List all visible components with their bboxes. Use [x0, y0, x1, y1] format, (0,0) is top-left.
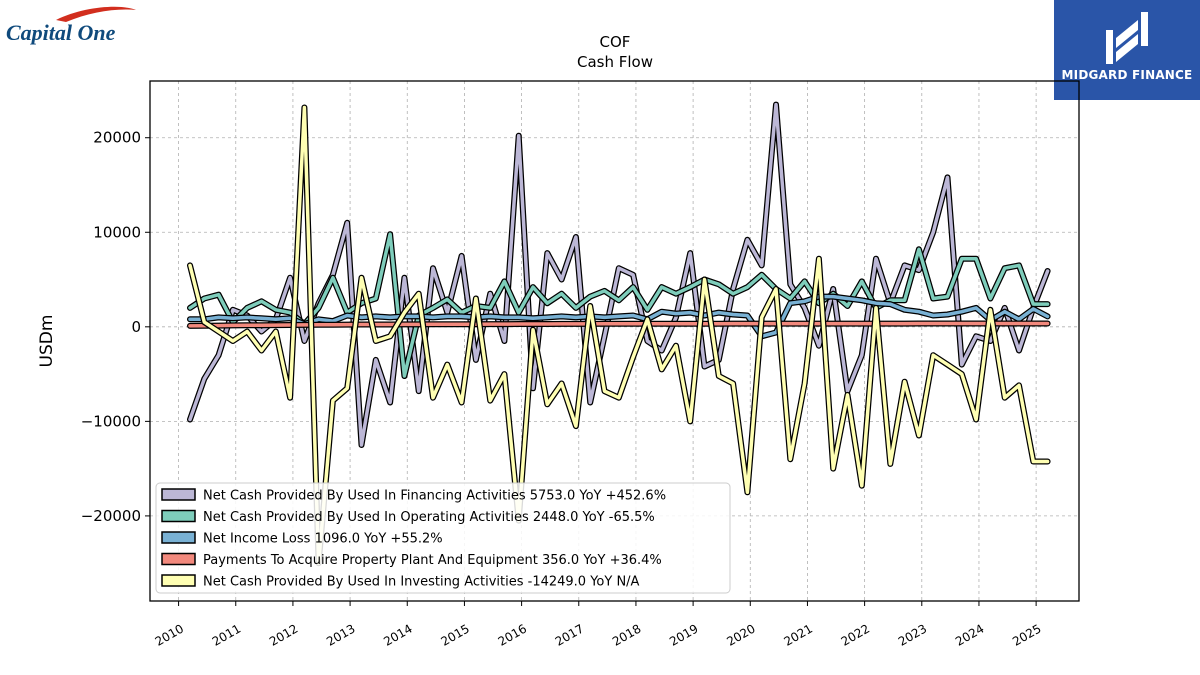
y-tick-label: 0: [131, 318, 141, 336]
x-tick-label: 2016: [496, 621, 529, 648]
x-tick-label: 2021: [781, 621, 814, 648]
legend-label: Net Cash Provided By Used In Investing A…: [203, 575, 640, 590]
series-line: [188, 105, 1050, 565]
x-tick-label: 2011: [210, 621, 243, 648]
legend-label: Net Income Loss 1096.0 YoY +55.2%: [203, 532, 443, 547]
legend-box: [155, 482, 731, 594]
legend-swatch: [161, 531, 196, 544]
y-tick-label: −20000: [81, 507, 141, 525]
capital-one-wordmark: Capital One: [6, 20, 116, 45]
x-tick-label: 2019: [667, 621, 700, 648]
x-tick-label: 2022: [839, 621, 872, 648]
x-axis-ticks: 2010 2011 2012 2013 2014 2015 2016 2017 2018 2019…: [153, 601, 1044, 649]
x-tick-label: 2015: [438, 621, 471, 648]
plot-frame: [149, 80, 1080, 602]
chart-subtitle: Cash Flow: [577, 53, 653, 71]
legend-swatch: [161, 574, 196, 587]
midgard-mark-icon: [1106, 12, 1148, 64]
y-tick-label: 20000: [93, 129, 141, 147]
chart-title: COF: [600, 33, 631, 51]
legend-label: Net Cash Provided By Used In Operating A…: [203, 510, 655, 525]
legend-swatch: [161, 509, 196, 523]
midgard-finance-logo: MIDGARD FINANCE: [1054, 0, 1200, 100]
capital-one-swoosh-icon: Capital One: [6, 6, 136, 45]
series-line: [188, 294, 1050, 339]
x-tick-label: 2020: [724, 621, 757, 648]
series-lines: [187, 101, 1051, 567]
series-line: [188, 321, 1050, 328]
y-tick-label: 10000: [93, 223, 141, 241]
legend-label: Payments To Acquire Property Plant And E…: [203, 553, 662, 568]
x-tick-label: 2017: [553, 621, 586, 648]
x-tick-label: 2025: [1010, 621, 1043, 648]
y-tick-label: −10000: [81, 412, 141, 430]
x-tick-label: 2013: [324, 621, 357, 648]
legend-swatch: [161, 552, 196, 566]
y-axis-ticks: −20000 −10000 0 10000 20000: [81, 129, 150, 525]
x-tick-label: 2024: [953, 621, 986, 648]
midgard-finance-wordmark: MIDGARD FINANCE: [1061, 68, 1193, 82]
x-tick-label: 2014: [381, 621, 414, 648]
x-tick-label: 2018: [610, 621, 643, 648]
y-axis-label: USDm: [37, 315, 57, 368]
x-tick-label: 2010: [153, 621, 186, 648]
x-tick-label: 2012: [267, 621, 300, 648]
x-tick-label: 2023: [896, 621, 929, 648]
capital-one-logo: Capital One: [4, 4, 144, 54]
series-line: [188, 232, 1050, 378]
legend-swatch: [161, 488, 196, 501]
legend-label: Net Cash Provided By Used In Financing A…: [203, 489, 666, 504]
legend: Net Cash Provided By Used In Financing A…: [155, 482, 731, 594]
